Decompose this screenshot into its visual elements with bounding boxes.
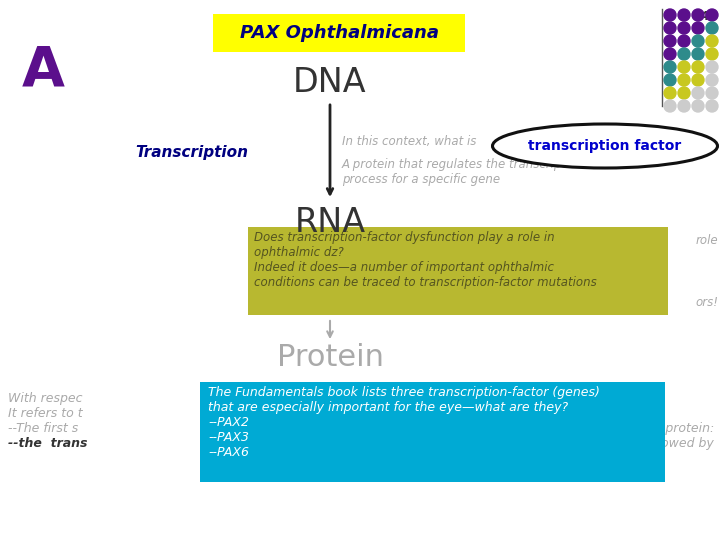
Circle shape — [692, 48, 704, 60]
Circle shape — [692, 35, 704, 47]
Circle shape — [692, 61, 704, 73]
Circle shape — [664, 87, 676, 99]
Text: Does transcription-factor dysfunction play a role in
ophthalmic dz?
Indeed it do: Does transcription-factor dysfunction pl… — [254, 231, 597, 289]
Circle shape — [664, 35, 676, 47]
Circle shape — [664, 48, 676, 60]
FancyBboxPatch shape — [200, 382, 665, 482]
Text: ors!: ors! — [695, 296, 718, 309]
Text: --the  trans: --the trans — [8, 437, 88, 450]
Circle shape — [678, 48, 690, 60]
Circle shape — [692, 22, 704, 34]
Text: Protein: Protein — [276, 342, 384, 372]
Text: Transcription: Transcription — [135, 145, 248, 159]
Circle shape — [664, 61, 676, 73]
Circle shape — [678, 35, 690, 47]
Circle shape — [664, 22, 676, 34]
Circle shape — [664, 74, 676, 86]
Circle shape — [706, 61, 718, 73]
Circle shape — [706, 87, 718, 99]
Circle shape — [692, 74, 704, 86]
Circle shape — [678, 87, 690, 99]
Circle shape — [706, 48, 718, 60]
Text: 14: 14 — [693, 10, 710, 23]
Circle shape — [692, 9, 704, 21]
Circle shape — [678, 61, 690, 73]
FancyBboxPatch shape — [248, 227, 668, 315]
Circle shape — [706, 9, 718, 21]
Circle shape — [678, 9, 690, 21]
Text: owed by: owed by — [661, 437, 714, 450]
Circle shape — [664, 100, 676, 112]
Text: It refers to t: It refers to t — [8, 407, 83, 420]
Ellipse shape — [492, 124, 718, 168]
Text: DNA: DNA — [293, 65, 366, 98]
Circle shape — [706, 22, 718, 34]
Circle shape — [706, 74, 718, 86]
Circle shape — [692, 87, 704, 99]
Text: RNA: RNA — [294, 206, 366, 239]
Text: transcription factor: transcription factor — [528, 139, 682, 153]
Text: --The first s: --The first s — [8, 422, 78, 435]
Circle shape — [664, 9, 676, 21]
Text: nto protein:: nto protein: — [641, 422, 714, 435]
Text: With respec: With respec — [8, 392, 83, 405]
Text: PAX Ophthalmicana: PAX Ophthalmicana — [240, 24, 438, 42]
Circle shape — [678, 22, 690, 34]
Text: The Fundamentals book lists three transcription-factor (genes)
that are especial: The Fundamentals book lists three transc… — [208, 386, 600, 459]
Circle shape — [678, 74, 690, 86]
Circle shape — [706, 100, 718, 112]
Circle shape — [692, 100, 704, 112]
Circle shape — [678, 100, 690, 112]
Text: A protein that regulates the transcription
process for a specific gene: A protein that regulates the transcripti… — [342, 158, 585, 186]
Text: A: A — [22, 43, 65, 97]
FancyBboxPatch shape — [213, 14, 465, 52]
Circle shape — [706, 35, 718, 47]
Text: role: role — [696, 233, 718, 246]
Text: In this context, what is: In this context, what is — [342, 136, 477, 148]
